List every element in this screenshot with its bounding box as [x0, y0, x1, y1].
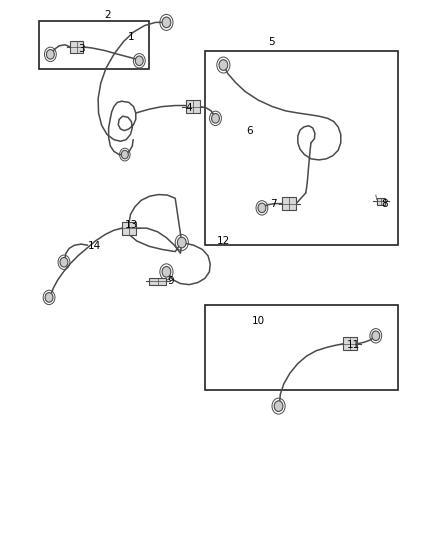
Text: 13: 13 [125, 220, 138, 230]
Text: 14: 14 [88, 241, 101, 251]
Text: 5: 5 [268, 37, 275, 46]
Bar [343, 337, 357, 350]
Bar [377, 198, 385, 205]
Text: 7: 7 [270, 199, 277, 208]
Circle shape [274, 401, 283, 411]
Circle shape [45, 293, 53, 302]
Circle shape [177, 237, 186, 248]
Circle shape [46, 50, 54, 59]
Bar [205, 305, 398, 390]
Text: 1: 1 [128, 33, 135, 42]
Text: 10: 10 [252, 316, 265, 326]
Text: 4: 4 [185, 103, 192, 112]
Bar [70, 41, 83, 53]
Circle shape [162, 17, 171, 28]
Circle shape [212, 114, 219, 123]
Circle shape [372, 331, 380, 341]
Text: 12: 12 [217, 236, 230, 246]
Circle shape [162, 266, 171, 277]
Bar [282, 197, 296, 210]
Bar [122, 222, 136, 235]
Circle shape [258, 203, 266, 213]
Text: 11: 11 [347, 341, 360, 350]
Circle shape [135, 56, 143, 66]
Text: 8: 8 [381, 199, 388, 208]
Bar [186, 100, 200, 113]
Bar [205, 51, 398, 245]
Bar [39, 21, 149, 69]
Text: 2: 2 [104, 10, 111, 20]
Circle shape [219, 60, 228, 70]
Text: 9: 9 [167, 277, 174, 286]
Text: 3: 3 [78, 44, 85, 54]
Circle shape [121, 150, 128, 159]
Bar [149, 278, 166, 285]
Text: 6: 6 [246, 126, 253, 135]
Circle shape [60, 257, 68, 267]
